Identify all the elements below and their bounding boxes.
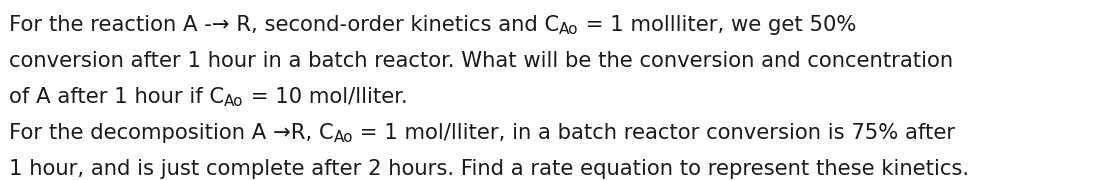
- Text: For the reaction A -→ R, second-order kinetics and C: For the reaction A -→ R, second-order ki…: [9, 15, 559, 35]
- Text: For the decomposition A →R, C: For the decomposition A →R, C: [9, 123, 333, 143]
- Text: = 1 mollliter, we get 50%: = 1 mollliter, we get 50%: [579, 15, 856, 35]
- Text: of A after 1 hour if C: of A after 1 hour if C: [9, 87, 224, 107]
- Text: = 1 mol/lliter, in a batch reactor conversion is 75% after: = 1 mol/lliter, in a batch reactor conve…: [353, 123, 955, 143]
- Text: = 10 mol/lliter.: = 10 mol/lliter.: [244, 87, 407, 107]
- Text: Ao: Ao: [333, 130, 353, 145]
- Text: Ao: Ao: [224, 94, 244, 109]
- Text: Ao: Ao: [559, 22, 579, 37]
- Text: 1 hour, and is just complete after 2 hours. Find a rate equation to represent th: 1 hour, and is just complete after 2 hou…: [9, 159, 969, 179]
- Text: conversion after 1 hour in a batch reactor. What will be the conversion and conc: conversion after 1 hour in a batch react…: [9, 51, 953, 71]
